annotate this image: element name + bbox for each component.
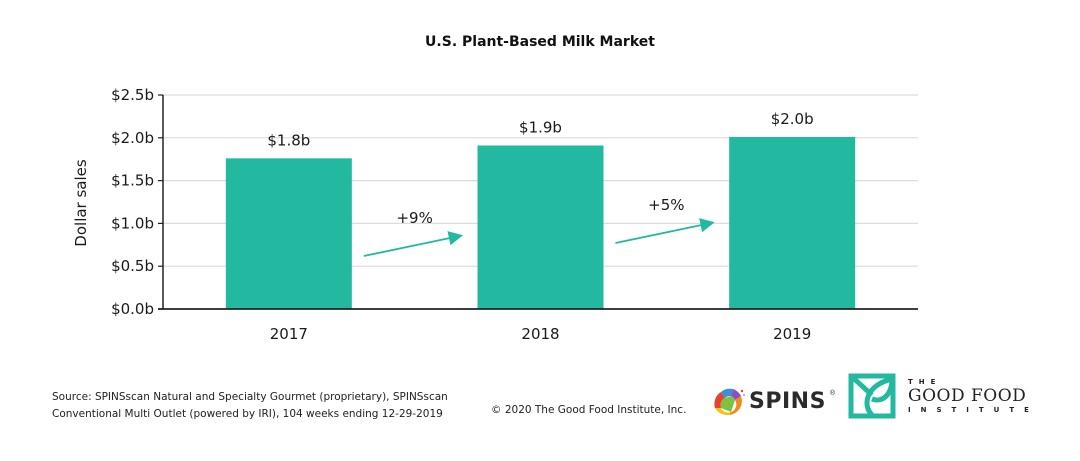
spins-wordmark: SPINS xyxy=(749,388,826,414)
y-tick-label: $0.5b xyxy=(111,257,154,275)
gfi-good-food: GOOD FOOD xyxy=(908,386,1027,406)
gfi-leaf-icon xyxy=(848,373,896,419)
growth-arrow xyxy=(615,218,715,244)
source-line-1: Source: SPINSscan Natural and Specialty … xyxy=(52,391,448,403)
source-note: Source: SPINSscan Natural and Specialty … xyxy=(52,389,482,423)
y-tick-label: $1.5b xyxy=(111,172,154,190)
growth-label: +9% xyxy=(396,209,432,227)
axes xyxy=(158,95,918,310)
bars xyxy=(225,136,856,309)
bar-2018 xyxy=(477,145,604,309)
y-tick-label: $2.0b xyxy=(111,129,154,147)
data-label-2017: $1.8b xyxy=(267,131,310,149)
growth-annotations: +9% +5% xyxy=(363,196,715,257)
data-label-2018: $1.9b xyxy=(519,119,562,137)
x-ticks: 2017 2018 2019 xyxy=(270,325,812,343)
source-line-2: Conventional Multi Outlet (powered by IR… xyxy=(52,408,443,420)
x-tick-label: 2019 xyxy=(773,325,811,343)
x-tick-label: 2018 xyxy=(521,325,559,343)
spins-logo: SPINS ® xyxy=(711,386,835,416)
y-ticks: $0.0b $0.5b $1.0b $1.5b $2.0b $2.5b xyxy=(111,86,163,318)
y-axis-label: Dollar sales xyxy=(72,159,90,247)
bar-2017 xyxy=(225,158,352,309)
gfi-logo: THE GOOD FOOD INSTITUTE xyxy=(848,373,1039,419)
growth-arrow xyxy=(363,231,464,257)
growth-label: +5% xyxy=(648,196,684,214)
chart-title: U.S. Plant-Based Milk Market xyxy=(425,34,655,50)
data-labels: $1.8b $1.9b $2.0b xyxy=(267,110,813,149)
bar-2019 xyxy=(729,136,856,309)
data-label-2019: $2.0b xyxy=(771,110,814,128)
x-tick-label: 2017 xyxy=(270,325,308,343)
y-tick-label: $2.5b xyxy=(111,86,154,104)
bar-chart: U.S. Plant-Based Milk Market $0.0b$0.5b$… xyxy=(72,34,918,343)
gfi-the: THE xyxy=(908,378,942,386)
spins-globe-icon xyxy=(714,388,745,416)
gfi-institute: INSTITUTE xyxy=(908,406,1039,414)
y-tick-label: $0.0b xyxy=(111,300,154,318)
registered-mark: ® xyxy=(829,390,836,397)
y-tick-label: $1.0b xyxy=(111,214,154,232)
copyright-note: © 2020 The Good Food Institute, Inc. xyxy=(491,404,687,416)
